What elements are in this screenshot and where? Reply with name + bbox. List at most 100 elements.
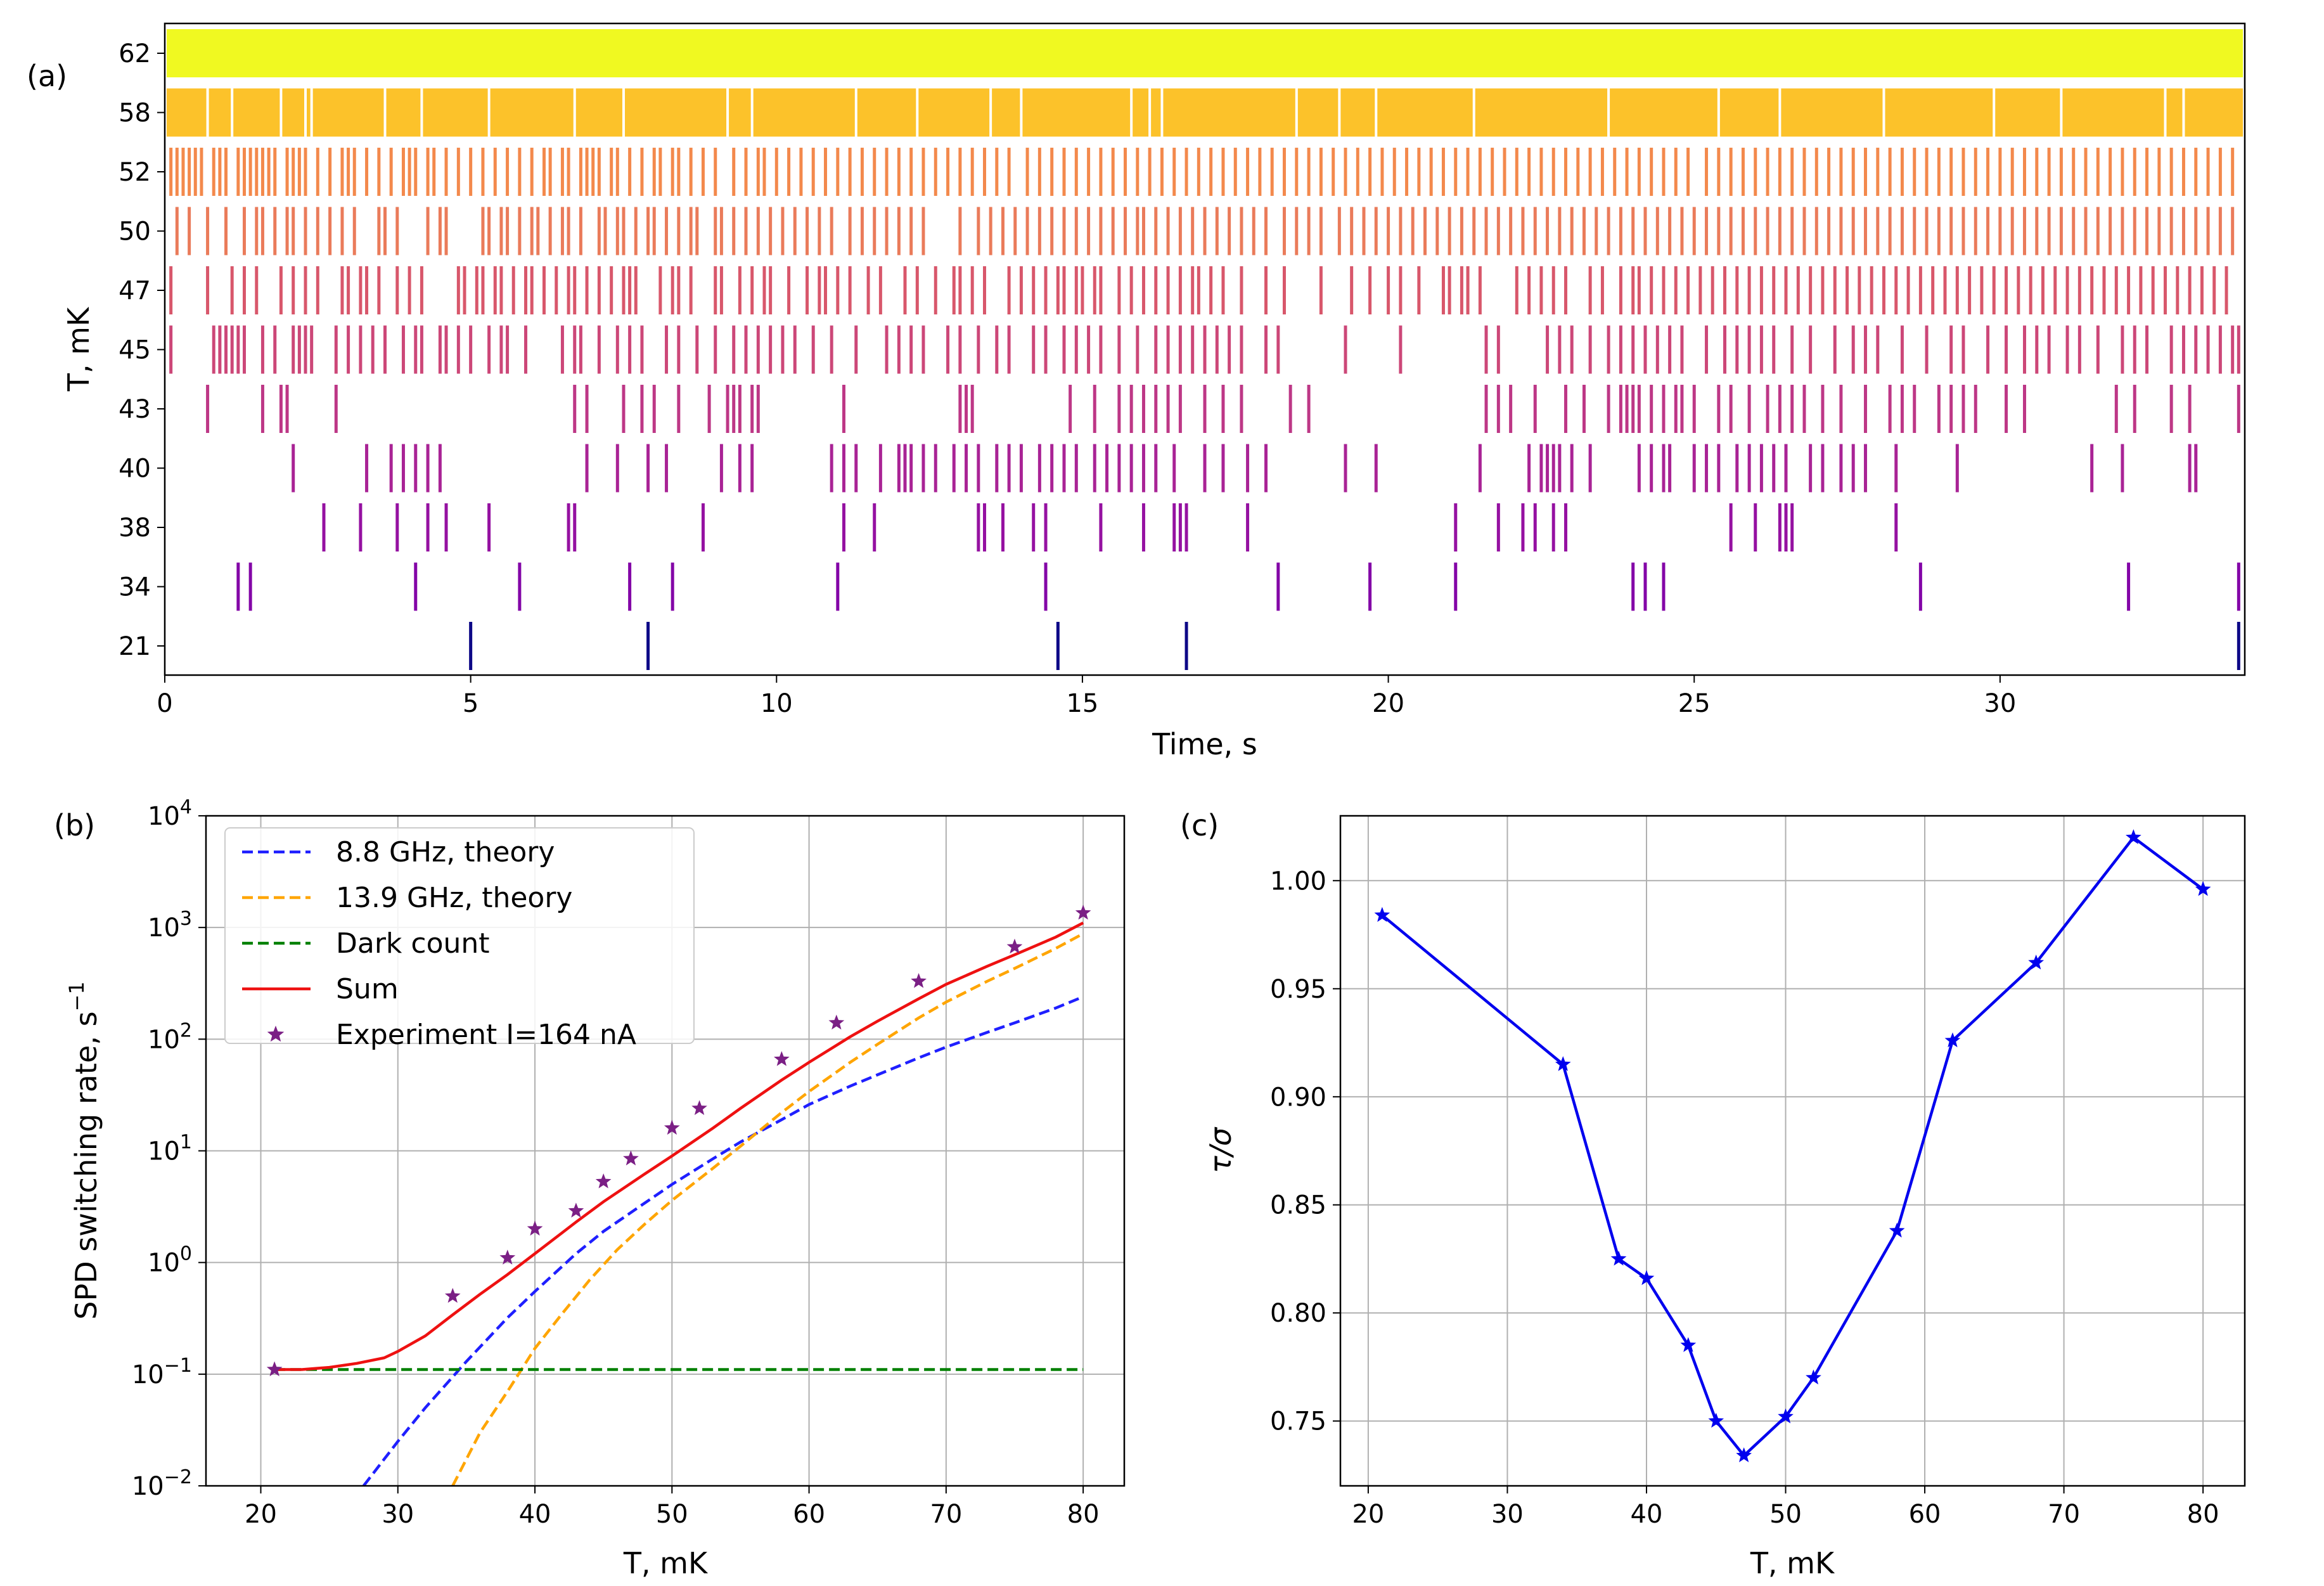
raster-event xyxy=(909,148,913,196)
raster-event xyxy=(1111,207,1115,255)
series-line-3 xyxy=(274,921,1084,1371)
raster-event xyxy=(175,207,179,255)
y-tick-label: 10−2 xyxy=(132,1466,192,1501)
raster-event xyxy=(2072,148,2076,196)
raster-event xyxy=(830,444,833,493)
x-tick-label: 25 xyxy=(1678,689,1711,718)
raster-event xyxy=(2145,207,2149,255)
y-tick-label: 0.85 xyxy=(1270,1191,1326,1220)
raster-event xyxy=(316,207,319,255)
raster-event xyxy=(555,266,558,314)
raster-event xyxy=(677,148,681,196)
raster-event xyxy=(1172,148,1176,196)
tau-sigma-point xyxy=(2028,954,2045,970)
raster-event xyxy=(1044,266,1048,314)
legend-marker-star xyxy=(267,1026,285,1042)
raster-event xyxy=(1576,148,1580,196)
raster-event xyxy=(542,266,546,314)
raster-event xyxy=(866,266,870,314)
raster-event xyxy=(756,385,760,433)
panel-b-legend: 8.8 GHz, theory 13.9 GHz, theory Dark coun… xyxy=(224,827,695,1051)
raster-event xyxy=(456,148,460,196)
raster-event xyxy=(806,266,809,314)
panel-a-label: (a) xyxy=(27,59,67,93)
raster-event xyxy=(383,325,387,374)
raster-event xyxy=(1448,207,1451,255)
raster-event xyxy=(292,148,295,196)
raster-event xyxy=(1882,266,1885,314)
raster-event xyxy=(762,266,766,314)
raster-event xyxy=(1032,266,1036,314)
raster-event xyxy=(1717,148,1721,196)
raster-event xyxy=(671,562,674,611)
raster-gap xyxy=(1717,88,1720,137)
raster-event xyxy=(506,325,510,374)
raster-event xyxy=(836,148,840,196)
raster-event xyxy=(481,266,485,314)
y-tick-label: 34 xyxy=(119,573,151,602)
raster-event xyxy=(873,148,876,196)
panel-a-x-ticks: 0 5 10 15 20 25 30 xyxy=(157,675,2016,718)
raster-event xyxy=(1184,503,1188,551)
raster-event xyxy=(1209,148,1213,196)
raster-event xyxy=(432,148,436,196)
x-tick-label: 60 xyxy=(793,1500,825,1529)
raster-event xyxy=(958,266,962,314)
raster-gap xyxy=(750,88,754,137)
raster-event xyxy=(1044,503,1048,551)
raster-event xyxy=(1350,207,1354,255)
raster-event xyxy=(1643,562,1647,611)
experiment-point xyxy=(774,1051,790,1066)
raster-event xyxy=(1001,503,1005,551)
raster-event xyxy=(1754,148,1757,196)
raster-event xyxy=(1074,207,1078,255)
raster-event xyxy=(1062,148,1066,196)
raster-event xyxy=(1527,266,1531,314)
raster-event xyxy=(1637,148,1641,196)
raster-event xyxy=(1888,207,1892,255)
raster-event xyxy=(1551,503,1555,551)
raster-event xyxy=(1496,325,1500,374)
raster-event xyxy=(1288,385,1292,433)
raster-event xyxy=(248,562,252,611)
raster-event xyxy=(1790,503,1794,551)
raster-event xyxy=(1876,207,1880,255)
raster-event xyxy=(1264,325,1268,374)
raster-event xyxy=(1191,207,1195,255)
raster-event xyxy=(793,325,797,374)
raster-event xyxy=(787,148,791,196)
raster-event xyxy=(1778,385,1782,433)
raster-event xyxy=(1374,207,1378,255)
raster-event xyxy=(1032,325,1036,374)
raster-event xyxy=(463,266,466,314)
raster-event xyxy=(2005,325,2008,374)
raster-event xyxy=(885,207,889,255)
raster-event xyxy=(426,148,430,196)
y-tick-label: 52 xyxy=(119,158,151,187)
raster-event xyxy=(1735,444,1739,493)
raster-event xyxy=(279,266,283,314)
raster-event xyxy=(1692,385,1696,433)
raster-event xyxy=(499,207,503,255)
raster-event xyxy=(689,207,693,255)
raster-event xyxy=(1056,622,1060,670)
raster-event xyxy=(615,148,619,196)
raster-event xyxy=(1117,266,1121,314)
panel-c: (c) 20 30 40 50 60 70 80 0.75 0.80 0.85 0.90 0.95 1… xyxy=(1180,808,2246,1580)
raster-event xyxy=(1362,207,1366,255)
raster-event xyxy=(769,266,773,314)
raster-event xyxy=(1025,148,1029,196)
raster-event xyxy=(1955,266,1959,314)
raster-event xyxy=(909,207,913,255)
x-tick-label: 5 xyxy=(463,689,478,718)
raster-event xyxy=(1790,385,1794,433)
y-tick-label: 62 xyxy=(119,39,151,68)
raster-event xyxy=(248,148,252,196)
raster-event xyxy=(970,385,974,433)
raster-event xyxy=(2077,266,2081,314)
raster-event xyxy=(1178,503,1182,551)
raster-event xyxy=(1037,148,1041,196)
raster-event xyxy=(2121,207,2124,255)
raster-event xyxy=(1546,325,1550,374)
raster-event xyxy=(1668,444,1672,493)
